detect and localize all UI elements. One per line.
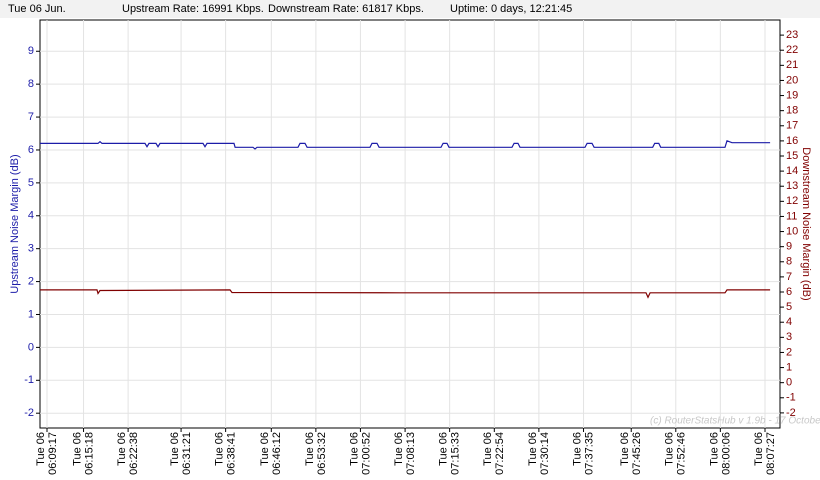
y2-tick-label: 20 xyxy=(786,74,798,86)
y2-tick-label: 2 xyxy=(786,346,792,358)
y-tick-label: 5 xyxy=(28,177,34,189)
y-tick-label: 1 xyxy=(28,308,34,320)
x-tick-label: Tue 06 xyxy=(214,432,226,466)
y2-tick-label: 3 xyxy=(786,331,792,343)
x-tick-label: 07:08:13 xyxy=(405,432,417,475)
y2-tick-label: 13 xyxy=(786,180,798,192)
x-tick-label: Tue 06 xyxy=(482,432,494,466)
x-tick-label: 07:30:14 xyxy=(539,432,551,475)
x-tick-label: 06:09:17 xyxy=(47,432,59,475)
y2-tick-label: 5 xyxy=(786,301,792,313)
y2-tick-label: 19 xyxy=(786,89,798,101)
y2-tick-label: 23 xyxy=(786,29,798,41)
y-tick-label: -1 xyxy=(24,374,34,386)
status-downstream: Downstream Rate: 61817 Kbps. xyxy=(268,3,424,15)
y2-tick-label: 6 xyxy=(786,286,792,298)
series-line xyxy=(40,140,771,150)
x-tick-label: Tue 06 xyxy=(35,432,47,466)
y-tick-label: -2 xyxy=(24,407,34,419)
y2-tick-label: 7 xyxy=(786,271,792,283)
y-tick-label: 2 xyxy=(28,275,34,287)
x-tick-label: 07:37:35 xyxy=(583,432,595,475)
y2-tick-label: 16 xyxy=(786,135,798,147)
x-tick-label: Tue 06 xyxy=(708,432,720,466)
plot-area xyxy=(39,19,781,429)
x-tick-label: Tue 06 xyxy=(753,432,765,466)
x-tick-label: Tue 06 xyxy=(393,432,405,466)
x-tick-label: Tue 06 xyxy=(71,432,83,466)
watermark: (c) RouterStatsHub v 1.9b - 17 October 2 xyxy=(650,416,820,427)
y2-tick-label: 9 xyxy=(786,241,792,253)
x-tick-label: Tue 06 xyxy=(169,432,181,466)
x-tick-label: 06:46:12 xyxy=(271,432,283,475)
x-tick-label: Tue 06 xyxy=(619,432,631,466)
y-tick-label: 0 xyxy=(28,341,34,353)
y2-tick-label: 15 xyxy=(786,150,798,162)
y2-tick-label: 14 xyxy=(786,165,798,177)
y2-tick-label: 8 xyxy=(786,256,792,268)
x-tick-label: 07:00:52 xyxy=(360,432,372,475)
x-tick-label: 07:22:54 xyxy=(494,432,506,475)
y2-tick-label: -1 xyxy=(786,392,796,404)
x-tick-label: 07:45:26 xyxy=(631,432,643,475)
x-tick-label: Tue 06 xyxy=(348,432,360,466)
y-tick-label: 7 xyxy=(28,111,34,123)
y2-tick-label: 17 xyxy=(786,120,798,132)
x-tick-label: 06:31:21 xyxy=(181,432,193,475)
y2-tick-label: 11 xyxy=(786,210,797,222)
status-bar xyxy=(0,0,820,18)
x-tick-label: Tue 06 xyxy=(664,432,676,466)
y-tick-label: 3 xyxy=(28,243,34,255)
status-date: Tue 06 Jun. xyxy=(8,3,66,15)
y2-tick-label: 12 xyxy=(786,195,798,207)
y2-tick-label: -2 xyxy=(786,407,796,419)
x-tick-label: Tue 06 xyxy=(116,432,128,466)
x-tick-label: 06:38:41 xyxy=(226,432,238,475)
x-tick-label: 07:52:46 xyxy=(676,432,688,475)
x-tick-label: 06:22:38 xyxy=(128,432,140,475)
y2-tick-label: 1 xyxy=(786,361,792,373)
x-tick-label: Tue 06 xyxy=(571,432,583,466)
x-tick-label: Tue 06 xyxy=(527,432,539,466)
y-tick-label: 6 xyxy=(28,144,34,156)
status-upstream: Upstream Rate: 16991 Kbps. xyxy=(122,3,264,15)
x-tick-label: Tue 06 xyxy=(259,432,271,466)
x-tick-label: 06:53:32 xyxy=(316,432,328,475)
x-tick-label: 08:00:06 xyxy=(720,432,732,475)
y2-tick-label: 10 xyxy=(786,225,798,237)
y-tick-label: 4 xyxy=(28,210,34,222)
y2-tick-label: 22 xyxy=(786,44,798,56)
x-tick-label: 08:07:27 xyxy=(765,432,777,475)
y2-axis-label: Downstream Noise Margin (dB) xyxy=(800,147,812,300)
x-tick-label: Tue 06 xyxy=(438,432,450,466)
series-line xyxy=(40,289,771,299)
y2-tick-label: 0 xyxy=(786,377,792,389)
y-tick-label: 9 xyxy=(28,45,34,57)
status-uptime: Uptime: 0 days, 12:21:45 xyxy=(450,3,572,15)
y2-tick-label: 4 xyxy=(786,316,792,328)
x-tick-label: 06:15:18 xyxy=(83,432,95,475)
y2-tick-label: 21 xyxy=(786,59,798,71)
y-tick-label: 8 xyxy=(28,78,34,90)
x-tick-label: 07:15:33 xyxy=(450,432,462,475)
y-axis-label: Upstream Noise Margin (dB) xyxy=(9,154,21,293)
x-tick-label: Tue 06 xyxy=(304,432,316,466)
y2-tick-label: 18 xyxy=(786,105,798,117)
